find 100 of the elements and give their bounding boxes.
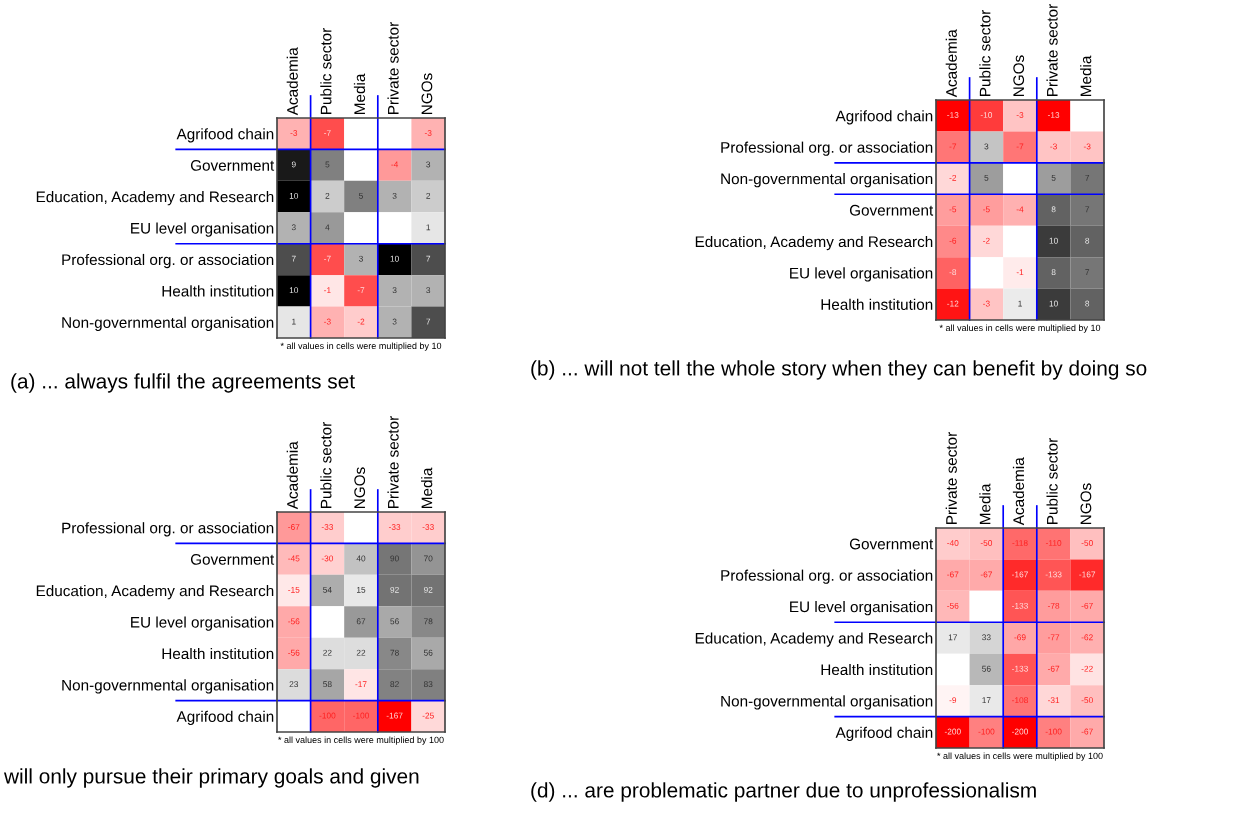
data-label: 56 [982,665,991,672]
text: * all values in cells were multiplied by 100 [278,736,444,745]
data-label: -15 [288,586,300,593]
y-tick-label: EU level organisation [790,267,933,282]
text: will only pursue their primary goals and given [3,768,419,788]
data-label: -4 [1016,206,1024,213]
data-label: -133 [1045,571,1062,578]
y-tick-label: Non-governmental organisation [62,316,274,331]
data-label: 10 [1049,300,1058,307]
data-label: 8 [1085,300,1090,307]
data-label: 8 [1051,269,1056,276]
data-label: 82 [390,681,399,688]
data-label: 7 [426,255,431,262]
x-tick-label: NGOs [354,467,366,508]
y-tick-label: Agrifood chain [835,110,933,125]
x-tick-label: Private sector [1046,4,1058,96]
y-tick-label: EU level organisation [131,616,274,631]
data-label: 3 [392,192,397,199]
data-label: 83 [423,681,433,688]
data-label: -3 [983,300,990,307]
data-label: -17 [355,681,367,688]
y-tick-label: Government [849,204,934,216]
y-tick-label: Agrifood chain [835,726,933,741]
data-label: -77 [1047,634,1060,641]
data-label: -33 [321,524,334,530]
data-label: -3 [1083,143,1091,150]
data-label: -7 [324,130,331,136]
y-tick-label: Agrifood chain [176,128,274,143]
data-label: 22 [323,649,332,656]
data-label: 5 [1051,174,1056,181]
data-label: -1 [324,287,331,294]
y-tick-label: Education, Academy and Research [36,585,274,600]
data-label: -56 [288,649,300,656]
data-label: 3 [392,287,397,294]
data-label: -6 [949,237,957,244]
x-tick-label: Public sector [320,28,332,114]
x-tick-label: NGOs [1013,55,1025,96]
data-label: 10 [390,255,399,262]
x-tick-label: Academia [286,441,298,510]
text: (d) ... are problematic partner due to unprofessionalism [531,782,1036,802]
data-label: 8 [1085,237,1090,244]
data-label: -50 [1081,540,1093,546]
data-label: -110 [1045,540,1062,546]
data-label: 78 [423,618,433,625]
data-label: 17 [982,697,991,704]
data-label: 22 [356,649,366,656]
data-label: 40 [356,555,366,562]
x-tick-label: Media [353,73,366,114]
data-label: 3 [426,287,431,294]
data-label: -56 [947,602,959,609]
x-tick-label: Academia [1012,457,1025,526]
data-label: -3 [1050,143,1057,150]
y-tick-label: Government [190,554,275,565]
text: * all values in cells were multiplied by 10 [280,342,442,351]
data-label: -67 [1047,665,1060,672]
data-label: -3 [324,318,331,325]
data-label: -3 [424,130,432,136]
data-label: -2 [983,237,990,244]
data-label: 7 [426,318,431,325]
x-tick-label: Private sector [945,432,957,524]
x-tick-label: Public sector [1046,438,1058,524]
data-label: -67 [1081,602,1093,609]
y-tick-label: Professional org. or association [721,569,933,584]
data-label: -30 [321,555,334,562]
data-label: -100 [978,728,995,735]
data-label: 67 [356,618,366,625]
y-tick-label: Education, Academy and Research [36,191,274,206]
x-tick-label: Academia [286,47,298,116]
y-tick-label: Government [849,538,934,550]
data-label: 3 [291,224,296,231]
data-label: 17 [948,634,958,641]
y-tick-label: Professional org. or association [721,141,933,156]
data-label: 92 [390,586,399,593]
data-label: 5 [359,192,363,199]
data-label: -133 [1012,602,1028,609]
data-label: -100 [319,712,336,719]
data-label: -12 [947,300,959,307]
data-label: 1 [1018,300,1022,307]
data-label: -7 [1016,143,1024,150]
data-label: 23 [289,681,299,688]
data-label: 5 [984,174,989,181]
data-label: 9 [291,161,296,168]
data-label: 10 [289,192,299,199]
data-label: -67 [980,571,992,578]
data-label: -7 [324,255,331,262]
data-label: 3 [426,161,431,168]
data-label: -69 [1014,634,1026,641]
x-tick-label: Private sector [387,22,399,114]
y-tick-label: Health institution [821,663,933,676]
data-label: -2 [357,318,365,325]
data-label: -100 [1045,728,1062,735]
text: * all values in cells were multiplied by 100 [937,752,1103,761]
y-tick-label: Non-governmental organisation [721,695,933,710]
data-label: -67 [1081,728,1093,735]
data-label: -5 [983,206,990,213]
data-label: -167 [386,712,403,719]
data-label: -56 [288,618,300,625]
data-label: -33 [388,524,401,530]
data-label: -31 [1047,697,1060,704]
data-label: 2 [325,192,330,199]
